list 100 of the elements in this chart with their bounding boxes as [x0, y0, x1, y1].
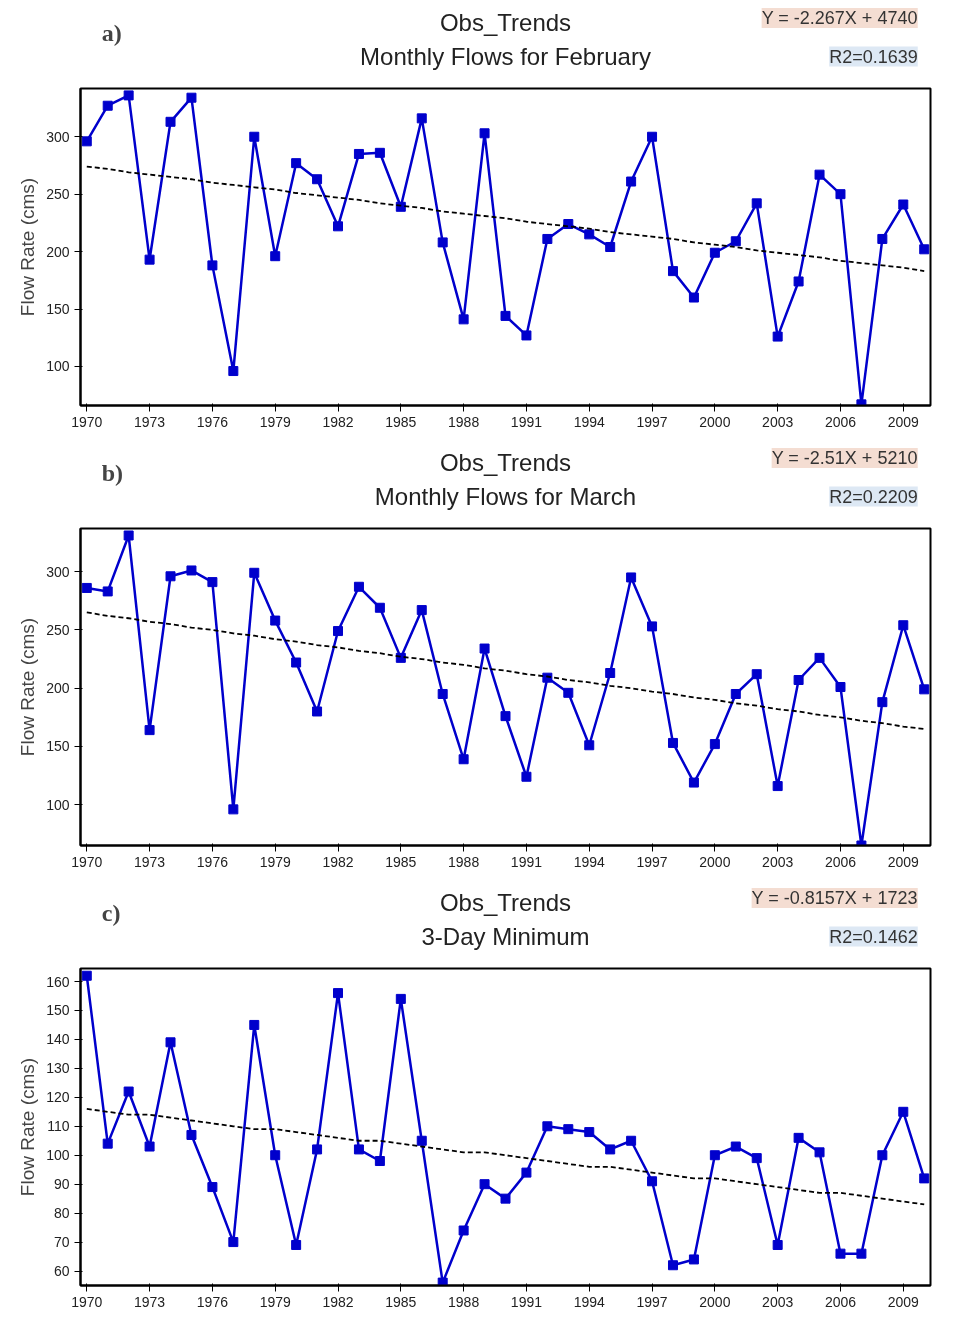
- x-tick-label: 2009: [887, 1293, 920, 1310]
- point: [249, 131, 260, 142]
- point: [688, 292, 699, 303]
- x-tick-label: 1985: [385, 853, 417, 870]
- text: c): [101, 899, 121, 926]
- x-tick-label: 1994: [573, 1293, 606, 1310]
- point: [709, 1150, 720, 1161]
- point: [291, 657, 302, 668]
- y-tick-label: 100: [46, 1147, 70, 1164]
- point: [312, 174, 323, 185]
- y-tick-label: 160: [46, 973, 70, 990]
- point: [479, 643, 490, 654]
- y-tick-label: 150: [46, 301, 70, 318]
- x-tick-label: 1973: [134, 413, 166, 430]
- x-tick-label: 1982: [322, 413, 354, 430]
- y-tick-label: 200: [46, 680, 70, 697]
- x-tick-label: 1973: [134, 1293, 166, 1310]
- point: [353, 1144, 364, 1155]
- point: [605, 1144, 616, 1155]
- point: [479, 1179, 490, 1190]
- point: [458, 754, 469, 765]
- y-tick-label: 130: [46, 1060, 70, 1077]
- point: [751, 1153, 762, 1164]
- x-tick-label: 1997: [636, 853, 668, 870]
- point: [228, 804, 239, 815]
- point: [374, 1156, 385, 1167]
- y-tick-label: 70: [53, 1234, 70, 1251]
- point: [793, 1132, 804, 1143]
- point: [123, 530, 134, 541]
- point: [416, 605, 427, 616]
- point: [563, 1124, 574, 1135]
- point: [437, 1277, 448, 1286]
- point: [877, 697, 888, 708]
- point: [730, 236, 741, 247]
- point: [626, 1135, 637, 1146]
- x-tick-label: 1976: [196, 1293, 229, 1310]
- text: a): [101, 19, 122, 46]
- point: [228, 1237, 239, 1248]
- point: [312, 706, 323, 717]
- point: [500, 711, 511, 722]
- x-tick-label: 1991: [510, 413, 543, 430]
- y-tick-label: 150: [46, 1002, 70, 1019]
- point: [228, 366, 239, 377]
- point: [291, 158, 302, 169]
- point: [584, 1127, 595, 1138]
- point: [102, 100, 113, 111]
- point: [919, 1173, 930, 1184]
- y-axis-title: Flow Rate (cms): [17, 177, 39, 317]
- point: [144, 254, 155, 265]
- point: [751, 198, 762, 209]
- x-tick-label: 1988: [448, 413, 480, 430]
- point: [102, 1138, 113, 1149]
- point: [81, 582, 92, 593]
- point: [374, 602, 385, 613]
- point: [353, 581, 364, 592]
- x-tick-label: 1988: [448, 853, 480, 870]
- point: [835, 1248, 846, 1259]
- y-tick-label: 120: [46, 1089, 70, 1106]
- point: [102, 586, 113, 597]
- text: b): [101, 459, 124, 486]
- y-tick-label: 200: [46, 243, 70, 260]
- y-tick-label: 250: [46, 186, 70, 203]
- point: [919, 684, 930, 695]
- point: [605, 668, 616, 679]
- point: [793, 276, 804, 287]
- point: [814, 1147, 825, 1158]
- point: [584, 229, 595, 240]
- x-tick-label: 1970: [71, 853, 103, 870]
- point: [165, 1037, 176, 1048]
- point: [898, 199, 909, 210]
- point: [709, 739, 720, 750]
- point: [207, 260, 218, 271]
- point: [500, 310, 511, 321]
- point: [144, 1141, 155, 1152]
- point: [458, 1225, 469, 1236]
- point: [898, 620, 909, 631]
- point: [877, 233, 888, 244]
- point: [186, 1129, 197, 1140]
- point: [667, 737, 678, 748]
- point: [667, 1260, 678, 1271]
- x-tick-label: 1988: [448, 1293, 480, 1310]
- point: [647, 1176, 658, 1187]
- x-tick-label: 2003: [762, 413, 794, 430]
- point: [270, 615, 281, 626]
- chart-title: Obs_Trends: [439, 449, 572, 477]
- point: [730, 1141, 741, 1152]
- chart-subtitle: Monthly Flows for February: [360, 43, 651, 70]
- text: R2=0.1462: [829, 926, 918, 947]
- point: [835, 682, 846, 692]
- chart-title: Obs_Trends: [439, 9, 572, 37]
- y-tick-label: 100: [46, 358, 70, 375]
- point: [563, 687, 574, 698]
- point: [437, 688, 448, 699]
- line-series: [85, 1108, 926, 1206]
- x-tick-label: 1982: [322, 1293, 354, 1310]
- text: Y = -0.8157X + 1723: [751, 888, 918, 909]
- point: [521, 1167, 532, 1178]
- point: [814, 652, 825, 663]
- point: [647, 621, 658, 632]
- x-tick-label: 2000: [699, 853, 731, 870]
